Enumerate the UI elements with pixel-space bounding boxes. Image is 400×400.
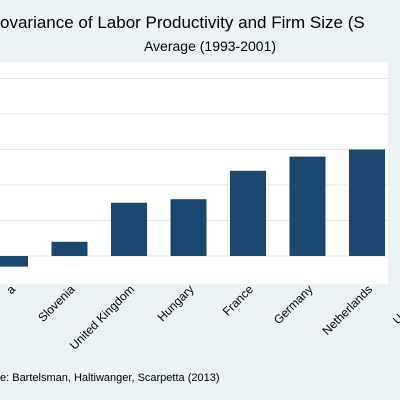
bar xyxy=(0,256,28,267)
bar xyxy=(349,149,385,256)
bar xyxy=(51,241,88,256)
chart-title: ovariance of Labor Productivity and Firm… xyxy=(0,13,365,32)
bar xyxy=(170,199,207,256)
source-note: e: Bartelsman, Haltiwanger, Scarpetta (2… xyxy=(0,372,220,384)
chart-subtitle: Average (1993-2001) xyxy=(144,38,276,54)
bar xyxy=(111,202,147,256)
bar xyxy=(230,170,266,256)
bar xyxy=(289,156,326,256)
